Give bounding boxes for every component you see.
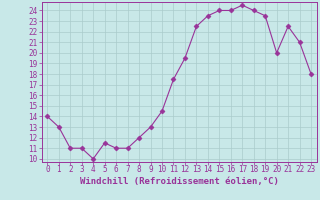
- X-axis label: Windchill (Refroidissement éolien,°C): Windchill (Refroidissement éolien,°C): [80, 177, 279, 186]
